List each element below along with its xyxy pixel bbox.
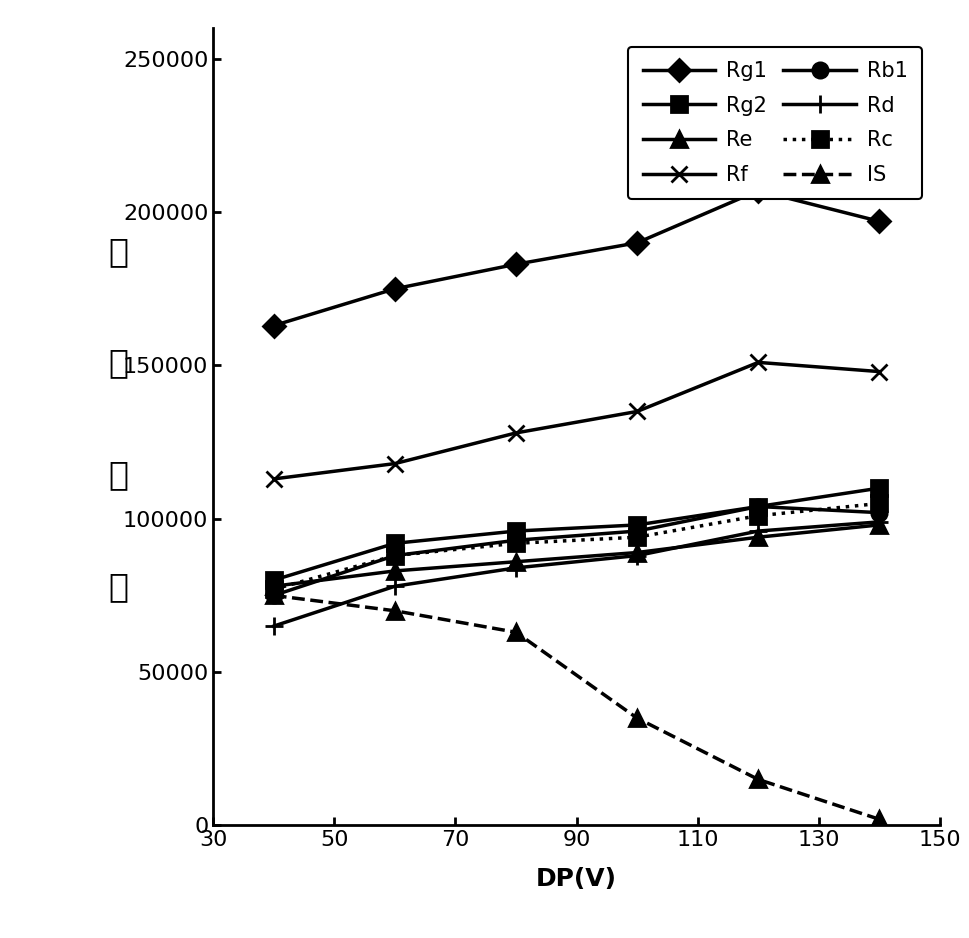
Rc — [267, 583, 279, 595]
Rg2 — [752, 501, 764, 512]
IS — [752, 774, 764, 785]
Rf — [752, 356, 764, 368]
Rb1 — [752, 501, 764, 512]
Re — [510, 556, 521, 567]
Text: 质: 质 — [109, 234, 129, 268]
Re — [752, 532, 764, 543]
Rb1 — [389, 550, 401, 561]
X-axis label: DP(V): DP(V) — [536, 867, 617, 891]
Rg1 — [632, 237, 643, 249]
Text: 谱: 谱 — [109, 346, 129, 380]
Rc — [389, 550, 401, 561]
IS — [267, 590, 279, 601]
Rf — [510, 428, 521, 439]
Rf — [267, 474, 279, 485]
Line: Rg2: Rg2 — [266, 480, 887, 588]
Rb1 — [874, 507, 886, 519]
Rf — [874, 366, 886, 377]
Rb1 — [267, 590, 279, 601]
Rd — [510, 562, 521, 573]
Rf — [389, 458, 401, 469]
Line: Rc: Rc — [266, 496, 887, 597]
IS — [510, 627, 521, 638]
Line: Rb1: Rb1 — [266, 499, 887, 603]
Line: Rf: Rf — [266, 354, 888, 487]
Rg1 — [389, 283, 401, 295]
Line: Re: Re — [266, 517, 887, 594]
Rg2 — [632, 520, 643, 531]
Rd — [752, 525, 764, 537]
Rc — [752, 510, 764, 522]
Rg1 — [874, 216, 886, 227]
Rb1 — [632, 525, 643, 537]
Legend: Rg1, Rg2, Re, Rf, Rb1, Rd, Rc, IS: Rg1, Rg2, Re, Rf, Rb1, Rd, Rc, IS — [628, 47, 922, 200]
Rg2 — [874, 482, 886, 493]
Rb1 — [510, 535, 521, 546]
IS — [632, 713, 643, 724]
IS — [874, 813, 886, 825]
Line: Rd: Rd — [265, 513, 889, 635]
Rg1 — [267, 320, 279, 331]
Rd — [874, 516, 886, 527]
Rc — [874, 498, 886, 509]
Line: IS: IS — [266, 588, 887, 827]
IS — [389, 605, 401, 616]
Rg2 — [389, 537, 401, 549]
Text: 应: 应 — [109, 569, 129, 603]
Rc — [632, 532, 643, 543]
Rf — [632, 406, 643, 417]
Re — [632, 547, 643, 558]
Re — [267, 581, 279, 592]
Re — [874, 520, 886, 531]
Rd — [632, 550, 643, 561]
Re — [389, 566, 401, 577]
Rc — [510, 537, 521, 549]
Rg2 — [267, 574, 279, 585]
Rd — [267, 621, 279, 632]
Rd — [389, 581, 401, 592]
Rg1 — [510, 259, 521, 270]
Rg2 — [510, 525, 521, 537]
Text: 响: 响 — [109, 458, 129, 492]
Line: Rg1: Rg1 — [266, 183, 887, 333]
Rg1 — [752, 185, 764, 196]
